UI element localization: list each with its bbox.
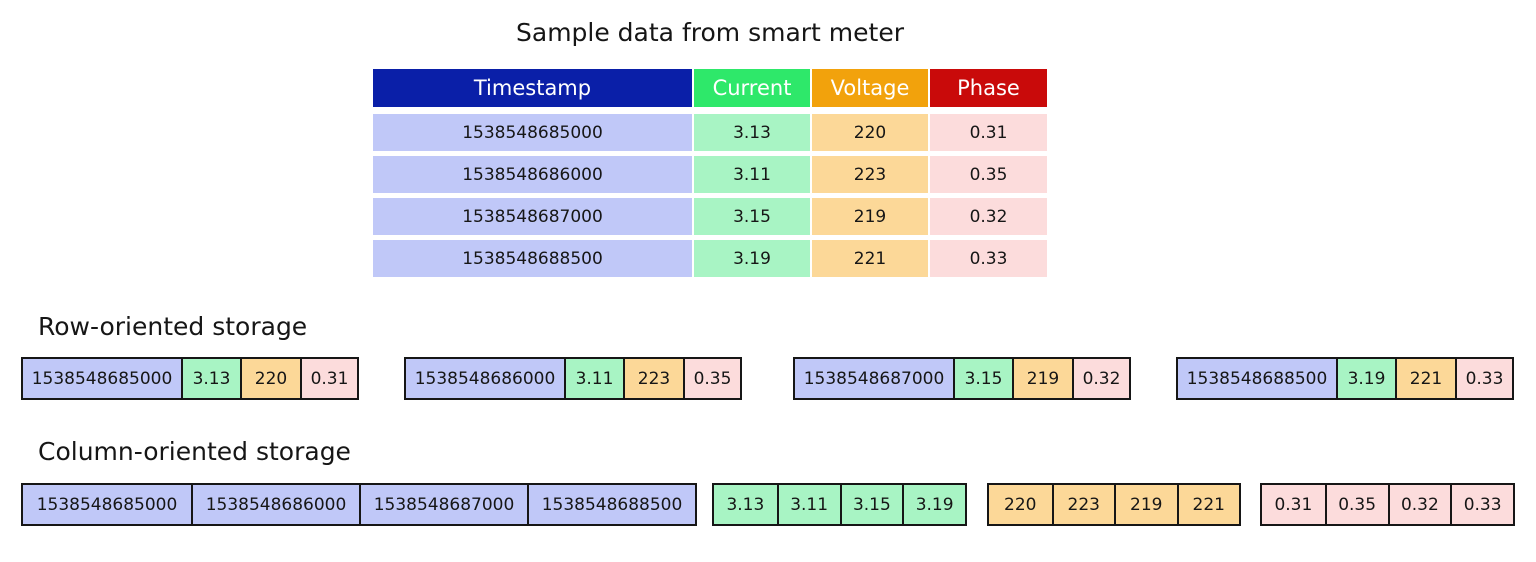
column-box (712, 483, 967, 526)
column-cell: 221 (1176, 485, 1239, 524)
column-cell: 3.11 (776, 485, 840, 524)
record-box (793, 357, 1131, 400)
column-cell: 3.15 (839, 485, 903, 524)
record-cell: 1538548686000 (406, 359, 564, 398)
column-storage-label: Column-oriented storage (38, 437, 351, 466)
record-cell: 3.15 (953, 359, 1012, 398)
table-cell: 223 (812, 156, 928, 193)
table-cell: 0.31 (930, 114, 1047, 151)
column-cell: 3.13 (714, 485, 777, 524)
table-cell: 0.32 (930, 198, 1047, 235)
table-cell: 0.33 (930, 240, 1047, 277)
table-cell: 3.19 (694, 240, 810, 277)
record-cell: 0.32 (1072, 359, 1129, 398)
table-cell: 3.13 (694, 114, 810, 151)
record-cell: 0.35 (683, 359, 740, 398)
record-box (21, 357, 359, 400)
table-header-cell: Voltage (812, 69, 928, 107)
column-cell: 0.31 (1262, 485, 1325, 524)
column-cell: 1538548686000 (191, 485, 359, 524)
table-cell: 3.15 (694, 198, 810, 235)
table-cell: 221 (812, 240, 928, 277)
record-cell: 221 (1395, 359, 1455, 398)
record-cell: 223 (623, 359, 683, 398)
record-box (404, 357, 742, 400)
column-cell: 1538548685000 (23, 485, 191, 524)
record-cell: 1538548687000 (795, 359, 953, 398)
table-cell: 1538548685000 (373, 114, 692, 151)
column-cell: 219 (1114, 485, 1177, 524)
table-cell: 1538548687000 (373, 198, 692, 235)
record-cell: 3.11 (564, 359, 623, 398)
table-cell: 220 (812, 114, 928, 151)
column-box (1260, 483, 1515, 526)
column-box (21, 483, 697, 526)
table-header-cell: Phase (930, 69, 1047, 107)
column-cell: 3.19 (902, 485, 965, 524)
column-cell: 0.33 (1450, 485, 1513, 524)
record-cell: 220 (240, 359, 300, 398)
column-cell: 0.32 (1387, 485, 1451, 524)
record-box (1176, 357, 1514, 400)
row-storage-label: Row-oriented storage (38, 312, 308, 341)
table-cell: 0.35 (930, 156, 1047, 193)
title: Sample data from smart meter (516, 18, 904, 47)
column-cell: 223 (1051, 485, 1114, 524)
record-cell: 0.33 (1455, 359, 1512, 398)
record-cell: 1538548685000 (23, 359, 181, 398)
table-cell: 1538548688500 (373, 240, 692, 277)
record-cell: 3.13 (181, 359, 240, 398)
record-cell: 3.19 (1336, 359, 1395, 398)
table-cell: 3.11 (694, 156, 810, 193)
record-cell: 1538548688500 (1178, 359, 1336, 398)
record-cell: 219 (1012, 359, 1072, 398)
column-box (987, 483, 1241, 526)
column-cell: 220 (989, 485, 1052, 524)
table-header-cell: Timestamp (373, 69, 692, 107)
record-cell: 0.31 (300, 359, 357, 398)
table-cell: 1538548686000 (373, 156, 692, 193)
column-cell: 1538548687000 (359, 485, 527, 524)
column-cell: 1538548688500 (527, 485, 695, 524)
table-header-cell: Current (694, 69, 810, 107)
table-cell: 219 (812, 198, 928, 235)
column-cell: 0.35 (1324, 485, 1388, 524)
